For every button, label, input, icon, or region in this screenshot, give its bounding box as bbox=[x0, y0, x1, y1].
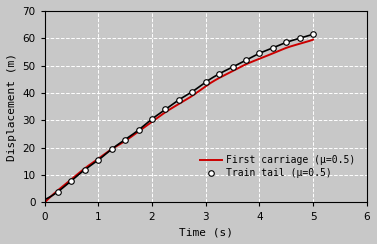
Line: First carriage (μ=0.5): First carriage (μ=0.5) bbox=[44, 40, 313, 203]
Train tail (μ=0.5) bbox=[204, 81, 208, 83]
Legend: First carriage (μ=0.5), Train tail (μ=0.5): First carriage (μ=0.5), Train tail (μ=0.… bbox=[196, 152, 359, 182]
Train tail (μ=0.5) bbox=[56, 190, 60, 193]
X-axis label: Time (s): Time (s) bbox=[179, 227, 233, 237]
Train tail (μ=0.5) bbox=[69, 179, 74, 182]
First carriage (μ=0.5) bbox=[262, 55, 267, 58]
Train tail (μ=0.5) bbox=[176, 98, 181, 101]
First carriage (μ=0.5) bbox=[42, 201, 47, 204]
Train tail (μ=0.5) bbox=[271, 46, 275, 49]
First carriage (μ=0.5) bbox=[202, 86, 207, 89]
Train tail (μ=0.5) bbox=[136, 129, 141, 132]
Train tail (μ=0.5) bbox=[123, 138, 127, 141]
Train tail (μ=0.5) bbox=[190, 90, 195, 93]
Train tail (μ=0.5) bbox=[150, 118, 154, 121]
Line: Train tail (μ=0.5): Train tail (μ=0.5) bbox=[55, 31, 316, 194]
Train tail (μ=0.5) bbox=[83, 168, 87, 171]
First carriage (μ=0.5) bbox=[188, 96, 192, 99]
Train tail (μ=0.5) bbox=[311, 33, 315, 36]
Train tail (μ=0.5) bbox=[257, 52, 262, 55]
First carriage (μ=0.5) bbox=[311, 38, 315, 41]
First carriage (μ=0.5) bbox=[304, 40, 309, 43]
First carriage (μ=0.5) bbox=[170, 106, 175, 109]
Train tail (μ=0.5) bbox=[230, 66, 235, 69]
Train tail (μ=0.5) bbox=[217, 72, 221, 75]
Train tail (μ=0.5) bbox=[244, 59, 248, 62]
First carriage (μ=0.5) bbox=[172, 105, 176, 108]
Train tail (μ=0.5) bbox=[297, 37, 302, 40]
Train tail (μ=0.5) bbox=[163, 108, 168, 111]
Y-axis label: Displacement (m): Displacement (m) bbox=[7, 53, 17, 161]
Train tail (μ=0.5) bbox=[96, 159, 101, 162]
Train tail (μ=0.5) bbox=[284, 41, 288, 44]
Train tail (μ=0.5) bbox=[109, 148, 114, 151]
